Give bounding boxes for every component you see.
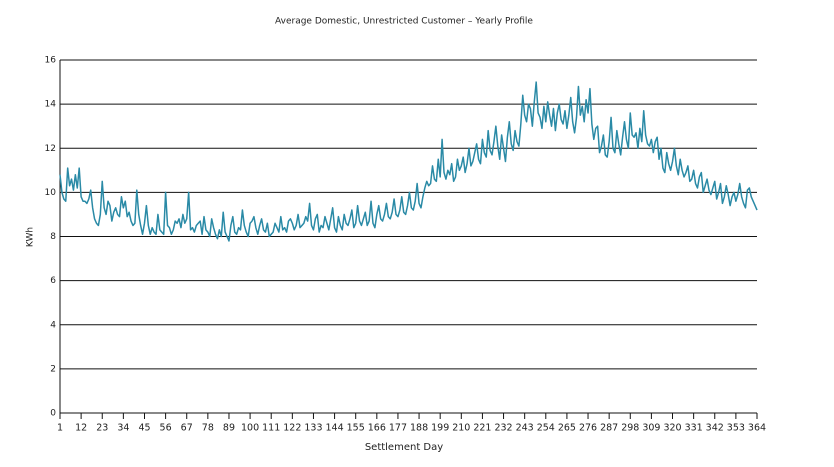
x-tick-label: 210 xyxy=(452,423,470,434)
x-tick-label: 342 xyxy=(706,423,724,434)
x-tick-label: 221 xyxy=(473,423,491,434)
x-tick-label: 155 xyxy=(347,423,365,434)
x-tick-label: 287 xyxy=(600,423,618,434)
y-tick-label: 2 xyxy=(50,364,56,374)
x-tick-label: 56 xyxy=(160,423,172,434)
x-tick-label: 78 xyxy=(202,423,214,434)
x-tick-label: 45 xyxy=(138,423,150,434)
y-tick-label: 10 xyxy=(45,188,57,198)
y-tick-label: 12 xyxy=(45,144,56,154)
x-tick-label: 265 xyxy=(558,423,576,434)
y-tick-label: 0 xyxy=(50,409,56,419)
x-tick-label: 23 xyxy=(96,423,108,434)
x-tick-label: 243 xyxy=(516,423,534,434)
x-tick-label: 199 xyxy=(431,423,449,434)
x-tick-label: 166 xyxy=(368,423,386,434)
x-tick-label: 309 xyxy=(642,423,660,434)
x-tick-label: 100 xyxy=(241,423,259,434)
y-tick-label: 8 xyxy=(50,232,56,242)
x-tick-label: 232 xyxy=(494,423,512,434)
x-tick-label: 12 xyxy=(75,423,87,434)
x-tick-label: 254 xyxy=(537,423,555,434)
x-tick-label: 276 xyxy=(579,423,597,434)
y-tick-label: 14 xyxy=(45,100,57,110)
x-tick-label: 364 xyxy=(748,423,766,434)
y-axis-title: KWh xyxy=(26,227,36,247)
x-tick-label: 89 xyxy=(223,423,235,434)
x-tick-label: 331 xyxy=(685,423,703,434)
x-tick-label: 67 xyxy=(181,423,193,434)
y-tick-label: 6 xyxy=(50,276,56,286)
x-tick-label: 144 xyxy=(326,423,344,434)
x-tick-label: 1 xyxy=(57,423,63,434)
x-tick-label: 177 xyxy=(389,423,407,434)
y-tick-label: 4 xyxy=(50,320,56,330)
x-tick-label: 122 xyxy=(283,423,301,434)
y-tick-label: 16 xyxy=(45,56,57,66)
x-tick-label: 298 xyxy=(621,423,639,434)
x-tick-label: 133 xyxy=(304,423,322,434)
chart-title: Average Domestic, Unrestricted Customer … xyxy=(275,17,533,27)
x-tick-label: 320 xyxy=(663,423,681,434)
data-line xyxy=(59,81,758,242)
x-tick-label: 111 xyxy=(262,423,280,434)
x-axis-title: Settlement Day xyxy=(365,442,443,453)
x-tick-label: 188 xyxy=(410,423,428,434)
x-tick-label: 353 xyxy=(727,423,745,434)
x-tick-label: 34 xyxy=(117,423,129,434)
